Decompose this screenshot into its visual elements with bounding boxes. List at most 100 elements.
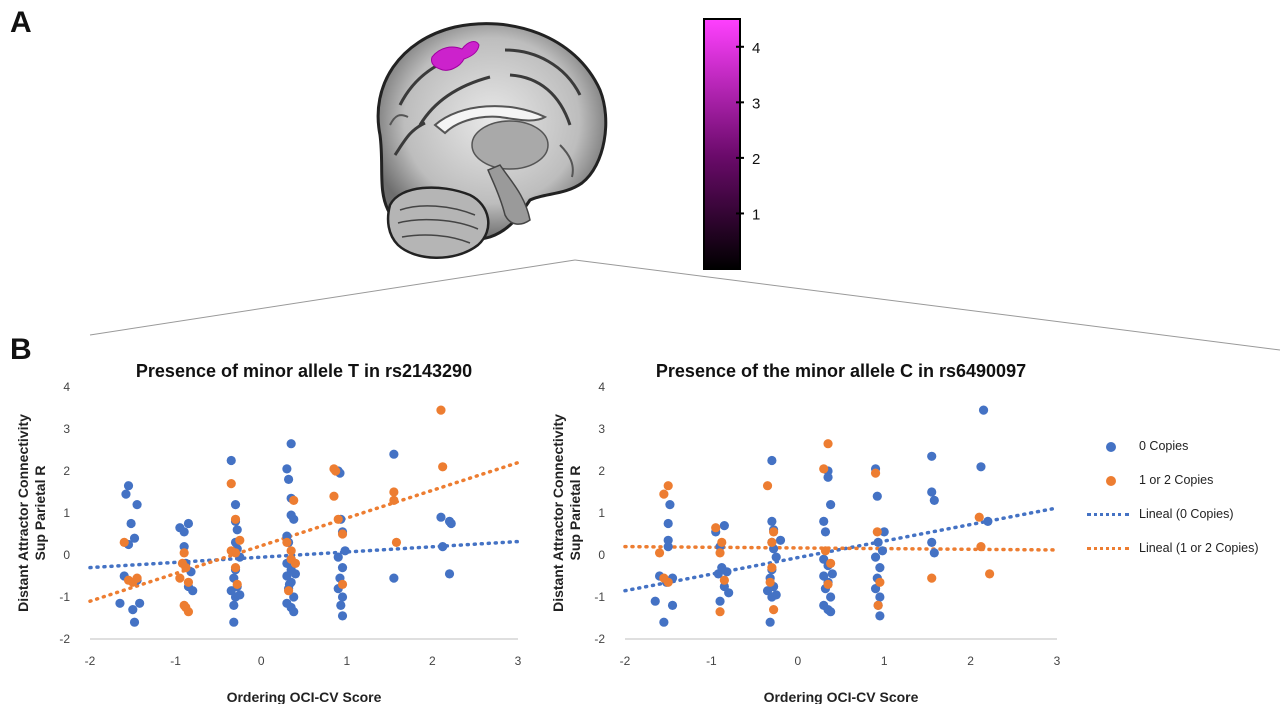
data-point bbox=[177, 558, 188, 568]
data-point bbox=[974, 512, 984, 522]
x-tick-label: -1 bbox=[170, 654, 181, 668]
data-point bbox=[129, 533, 140, 543]
data-point bbox=[722, 567, 732, 577]
data-point bbox=[663, 535, 673, 545]
y-tick-label: 4 bbox=[598, 380, 605, 394]
data-point bbox=[715, 548, 725, 558]
y-tick-label: 2 bbox=[63, 464, 70, 478]
data-point bbox=[226, 479, 236, 489]
y-tick-label: 0 bbox=[63, 548, 70, 562]
data-point bbox=[229, 600, 239, 610]
data-point bbox=[875, 563, 885, 573]
data-point bbox=[436, 512, 446, 522]
data-point bbox=[286, 546, 296, 556]
data-point bbox=[717, 537, 727, 547]
legend: 0 Copies 1 or 2 Copies Lineal (0 Copies)… bbox=[1075, 432, 1280, 568]
data-point bbox=[823, 472, 833, 482]
data-point bbox=[183, 577, 194, 587]
chart-title: Presence of minor allele T in rs2143290 bbox=[136, 361, 472, 381]
data-point bbox=[230, 563, 241, 573]
data-point bbox=[389, 573, 399, 583]
x-tick-label: 3 bbox=[515, 654, 522, 668]
colorbar-tick-label: 3 bbox=[752, 95, 760, 112]
data-point bbox=[762, 481, 773, 491]
data-point bbox=[444, 569, 455, 579]
data-point bbox=[289, 495, 299, 505]
data-point bbox=[765, 577, 775, 587]
data-point bbox=[175, 573, 185, 583]
legend-item-1-or-2-copies: 1 or 2 Copies bbox=[1075, 466, 1280, 500]
brain-sagittal-image bbox=[376, 22, 608, 259]
data-point bbox=[290, 569, 301, 579]
data-point bbox=[819, 516, 829, 526]
data-point bbox=[873, 537, 883, 547]
data-point bbox=[289, 607, 299, 617]
y-tick-label: 1 bbox=[63, 506, 70, 520]
y-tick-label: -1 bbox=[59, 590, 70, 604]
legend-line-orange bbox=[1087, 547, 1129, 550]
data-point bbox=[128, 605, 138, 615]
y-tick-label: -2 bbox=[59, 632, 70, 646]
data-point bbox=[659, 617, 669, 627]
data-point bbox=[391, 537, 402, 547]
legend-line-blue bbox=[1087, 513, 1129, 516]
data-point bbox=[659, 489, 669, 499]
data-point bbox=[771, 590, 781, 600]
data-point bbox=[179, 542, 189, 552]
data-point bbox=[929, 495, 939, 505]
data-point bbox=[333, 514, 343, 524]
data-point bbox=[329, 491, 339, 501]
data-point bbox=[927, 487, 937, 497]
x-axis-label: Ordering OCI-CV Score bbox=[227, 689, 382, 704]
activation-cluster bbox=[431, 41, 480, 71]
data-point bbox=[183, 518, 194, 529]
data-point bbox=[719, 521, 729, 531]
colorbar-tick-label: 1 bbox=[752, 206, 760, 223]
data-point bbox=[826, 558, 836, 568]
data-point bbox=[771, 552, 781, 562]
data-point bbox=[232, 525, 242, 535]
data-point bbox=[663, 481, 673, 491]
data-point bbox=[663, 542, 673, 552]
data-point bbox=[290, 558, 301, 568]
colorbar-gradient bbox=[703, 18, 741, 270]
x-axis-label: Ordering OCI-CV Score bbox=[764, 689, 919, 704]
data-point bbox=[436, 405, 446, 415]
y-tick-label: 3 bbox=[598, 422, 605, 436]
data-point bbox=[715, 596, 725, 606]
data-point bbox=[235, 535, 245, 545]
data-point bbox=[333, 552, 343, 562]
data-point bbox=[827, 569, 837, 579]
panel-label-a: A bbox=[10, 6, 32, 39]
data-point bbox=[819, 464, 829, 474]
data-point bbox=[715, 607, 725, 617]
data-point bbox=[129, 617, 140, 627]
data-point bbox=[767, 455, 777, 466]
data-point bbox=[337, 592, 348, 602]
colorbar-tick-label: 4 bbox=[752, 40, 760, 57]
data-point bbox=[976, 462, 986, 472]
data-point bbox=[927, 537, 937, 547]
data-point bbox=[230, 500, 241, 510]
data-point bbox=[665, 500, 675, 510]
data-point bbox=[226, 455, 236, 466]
data-point bbox=[289, 592, 299, 602]
data-point bbox=[654, 548, 665, 558]
data-point bbox=[132, 573, 142, 583]
data-point bbox=[875, 577, 885, 587]
legend-marker-blue bbox=[1106, 442, 1116, 452]
legend-item-0-copies: 0 Copies bbox=[1075, 432, 1280, 466]
data-point bbox=[663, 577, 673, 587]
data-point bbox=[115, 598, 125, 608]
data-point bbox=[872, 527, 882, 537]
chart-right: Presence of the minor allele C in rs6490… bbox=[550, 361, 1061, 704]
x-tick-label: 0 bbox=[258, 654, 265, 668]
trendline bbox=[623, 544, 1059, 552]
data-point bbox=[929, 548, 939, 558]
trendline bbox=[88, 539, 520, 570]
data-point bbox=[711, 523, 721, 533]
data-point bbox=[132, 500, 142, 510]
data-point bbox=[820, 546, 831, 556]
data-point bbox=[826, 607, 836, 617]
data-point bbox=[872, 491, 882, 501]
